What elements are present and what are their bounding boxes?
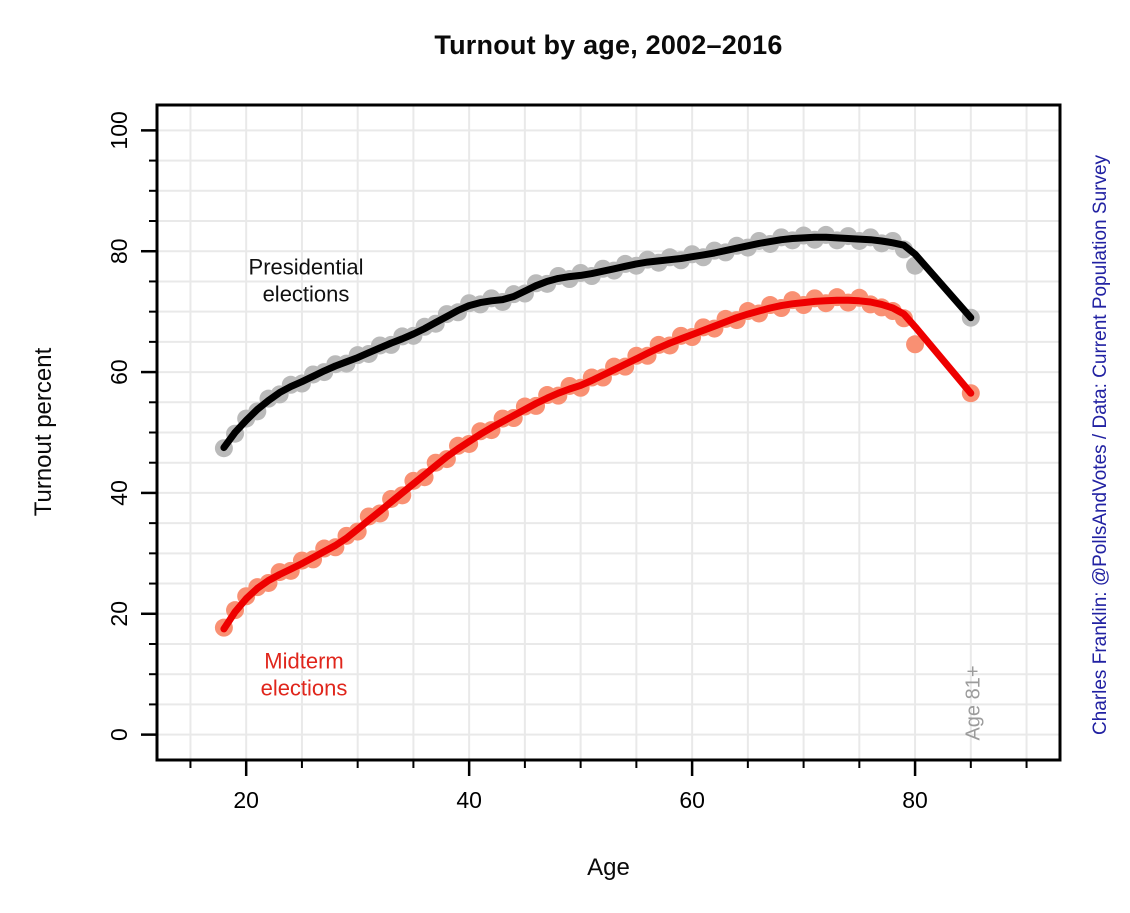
midterm-series-label: Midterm elections xyxy=(261,648,348,703)
y-tick-label: 60 xyxy=(106,359,132,385)
x-tick-label: 80 xyxy=(902,787,928,813)
y-tick-label: 80 xyxy=(106,238,132,264)
x-axis-title: Age xyxy=(587,854,630,881)
chart-title: Turnout by age, 2002–2016 xyxy=(434,30,783,60)
midterm-series-label-line2: elections xyxy=(260,676,348,701)
x-tick-label: 40 xyxy=(456,787,482,813)
y-tick-label: 0 xyxy=(106,728,132,741)
midterm-trend-line xyxy=(220,296,975,633)
y-tick-label: 100 xyxy=(106,111,132,149)
y-tick-label: 20 xyxy=(106,601,132,627)
plot-box xyxy=(155,103,1062,762)
midterm-series-label-line1: Midterm xyxy=(264,648,344,674)
presidential-series-label: Presidential elections xyxy=(249,254,364,309)
x-tick-label: 20 xyxy=(233,787,259,813)
source-caption: Charles Franklin: @PollsAndVotes / Data:… xyxy=(1090,154,1111,736)
presidential-trend-line xyxy=(220,233,975,452)
age-81-plus-note: Age 81+ xyxy=(962,665,985,741)
midterm-data-point xyxy=(906,335,925,354)
y-tick-label: 40 xyxy=(106,480,132,506)
presidential-series-label-line2: elections xyxy=(262,282,350,307)
y-axis-title: Turnout percent xyxy=(30,347,57,517)
presidential-series-label-line1: Presidential xyxy=(248,254,364,280)
x-tick-label: 60 xyxy=(679,787,705,813)
